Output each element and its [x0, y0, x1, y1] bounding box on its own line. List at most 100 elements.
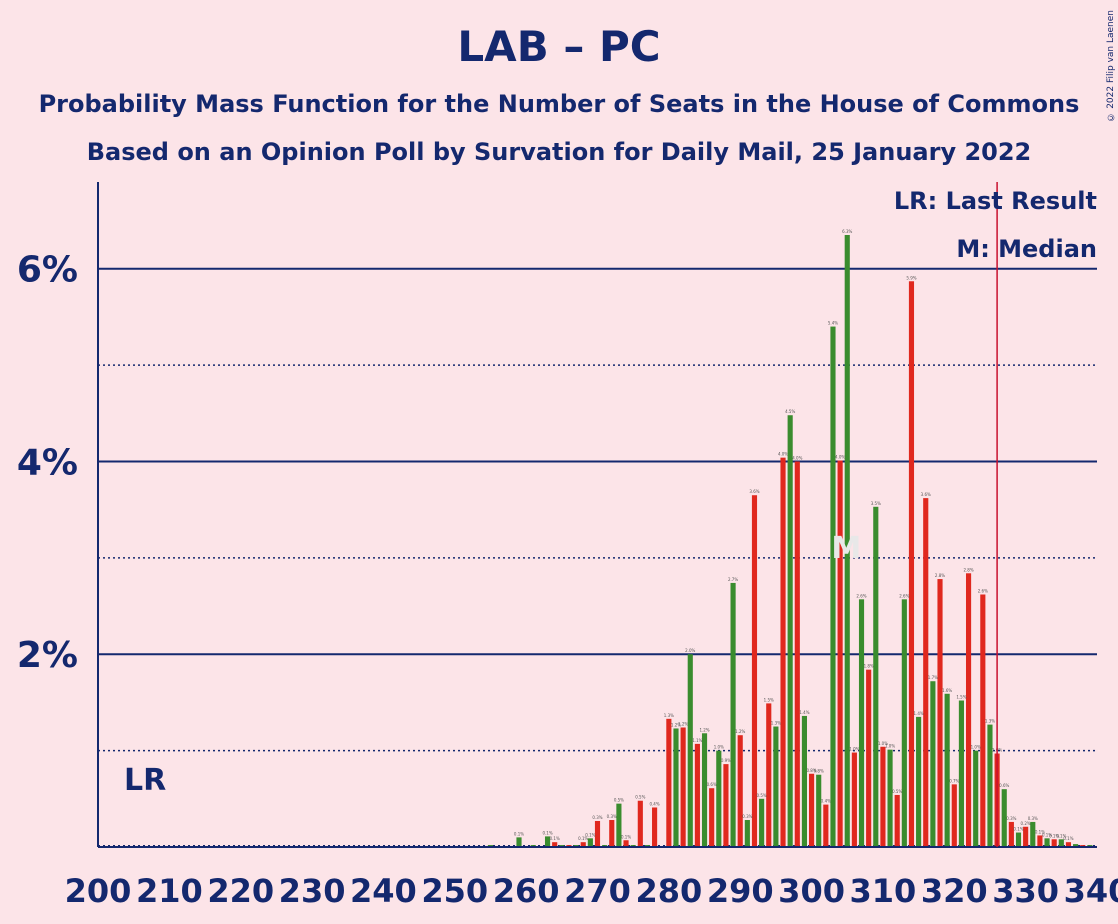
x-tick-labels: 200 210 220 230 240 250 260 270 280 290 300 310 320 3…	[65, 872, 1118, 910]
bar-304	[837, 460, 843, 847]
bar-307	[858, 599, 865, 847]
bar-value-label: 0.9%	[721, 758, 731, 763]
bar-327	[1001, 789, 1007, 847]
bar-322	[965, 573, 972, 847]
bar-268	[580, 842, 586, 847]
bar-value-label: 1.0%	[714, 745, 724, 750]
bar-269	[587, 838, 593, 847]
legend-last-result: LR: Last Result	[894, 187, 1097, 215]
bar-310	[880, 746, 886, 847]
bar-value-label: 0.3%	[742, 814, 752, 819]
bar-316	[923, 498, 929, 847]
bar-value-label: 1.0%	[878, 741, 888, 746]
y-tick-label: 4%	[17, 442, 78, 483]
bar-value-label: 0.3%	[1006, 816, 1016, 821]
bar-282	[680, 727, 686, 847]
bar-value-label: 1.8%	[864, 664, 874, 669]
bar-329	[1015, 832, 1022, 847]
bar-value-label: 0.1%	[1035, 829, 1045, 834]
bar-289	[730, 582, 736, 847]
bar-value-label: 0.2%	[1021, 821, 1031, 826]
bar-328	[1008, 821, 1014, 847]
bar-value-label: 4.0%	[778, 452, 788, 457]
x-tick-label: 230	[279, 872, 346, 910]
bar-value-label: 1.5%	[956, 695, 966, 700]
bar-298	[794, 461, 800, 847]
x-tick-label: 200	[65, 872, 132, 910]
bar-263	[544, 836, 551, 847]
bar-value-label: 0.8%	[814, 769, 824, 774]
bar-value-label: 1.2%	[671, 722, 681, 727]
bar-333	[1044, 838, 1050, 847]
bar-value-label: 1.5%	[764, 697, 774, 702]
bar-311	[887, 749, 893, 847]
bar-320	[951, 784, 957, 847]
bar-276	[637, 800, 643, 847]
bar-value-label: 2.6%	[856, 593, 866, 598]
bar-287	[716, 750, 722, 847]
bar-value-label: 0.8%	[806, 768, 816, 773]
bar-value-label: 0.1%	[542, 830, 552, 835]
bar-283	[687, 654, 693, 847]
grid-lines	[98, 267, 1097, 846]
bar-321	[958, 700, 964, 847]
bar-value-label: 1.2%	[735, 729, 745, 734]
bar-308	[866, 669, 872, 847]
bar-value-label: 0.1%	[1013, 827, 1023, 832]
bar-value-label: 1.0%	[885, 744, 895, 749]
bar-314	[908, 281, 915, 847]
bar-317	[930, 681, 936, 847]
bar-value-label: 2.8%	[963, 567, 973, 572]
bar-value-label: 1.2%	[678, 721, 688, 726]
last-result-marker-label: LR	[124, 763, 166, 798]
bar-value-label: 0.3%	[592, 815, 602, 820]
bar-value-label: 0.5%	[614, 798, 624, 803]
bar-value-label: 4.0%	[835, 455, 845, 460]
bar-value-label: 0.6%	[707, 782, 717, 787]
bar-270	[594, 820, 601, 847]
bar-323	[973, 750, 979, 847]
bar-value-label: 1.6%	[942, 688, 952, 693]
x-tick-label: 320	[921, 872, 988, 910]
bar-value-label: 2.6%	[978, 588, 988, 593]
chart-subtitle-2: Based on an Opinion Poll by Survation fo…	[86, 138, 1032, 166]
bar-325	[987, 724, 993, 847]
bar-value-label: 0.5%	[757, 793, 767, 798]
x-tick-label: 210	[136, 872, 203, 910]
axes	[97, 182, 1097, 848]
bar-value-label: 0.4%	[649, 801, 659, 806]
x-tick-label: 310	[850, 872, 917, 910]
bar-302	[823, 804, 829, 847]
bar-296	[780, 457, 786, 847]
bar-value-label: 5.9%	[906, 275, 916, 280]
bar-value-label: 0.3%	[607, 814, 617, 819]
bar-value-label: 0.1%	[585, 832, 595, 837]
bar-315	[916, 716, 922, 847]
bar-value-label: 0.1%	[621, 834, 631, 839]
bar-value-label: 4.0%	[792, 455, 802, 460]
bar-274	[623, 840, 629, 847]
bar-331	[1030, 821, 1036, 847]
bars: 0.1% 0.1%0.3% 0.3%0.1%0.5%0.4%1.3%1.2%1.1%…	[487, 229, 1093, 848]
bar-value-label: 2.6%	[899, 593, 909, 598]
legend-median: M: Median	[956, 235, 1097, 263]
bar-332	[1037, 835, 1043, 847]
bar-value-label: 0.5%	[892, 789, 902, 794]
bar-278	[652, 807, 658, 847]
bar-319	[944, 693, 950, 847]
bar-value-label: 2.0%	[685, 648, 695, 653]
bar-330	[1023, 826, 1029, 847]
x-tick-label: 220	[207, 872, 274, 910]
bar-value-label: 1.0%	[849, 747, 859, 752]
bar-334	[1051, 839, 1057, 847]
bar-290	[737, 735, 743, 847]
bar-value-label: 0.1%	[1049, 833, 1059, 838]
bar-312	[894, 794, 900, 847]
bar-value-label: 1.0%	[971, 745, 981, 750]
bar-309	[873, 506, 879, 847]
bar-272	[609, 820, 615, 847]
bar-value-label: 3.6%	[749, 489, 759, 494]
bar-303	[830, 326, 836, 848]
bar-336	[1065, 842, 1072, 847]
